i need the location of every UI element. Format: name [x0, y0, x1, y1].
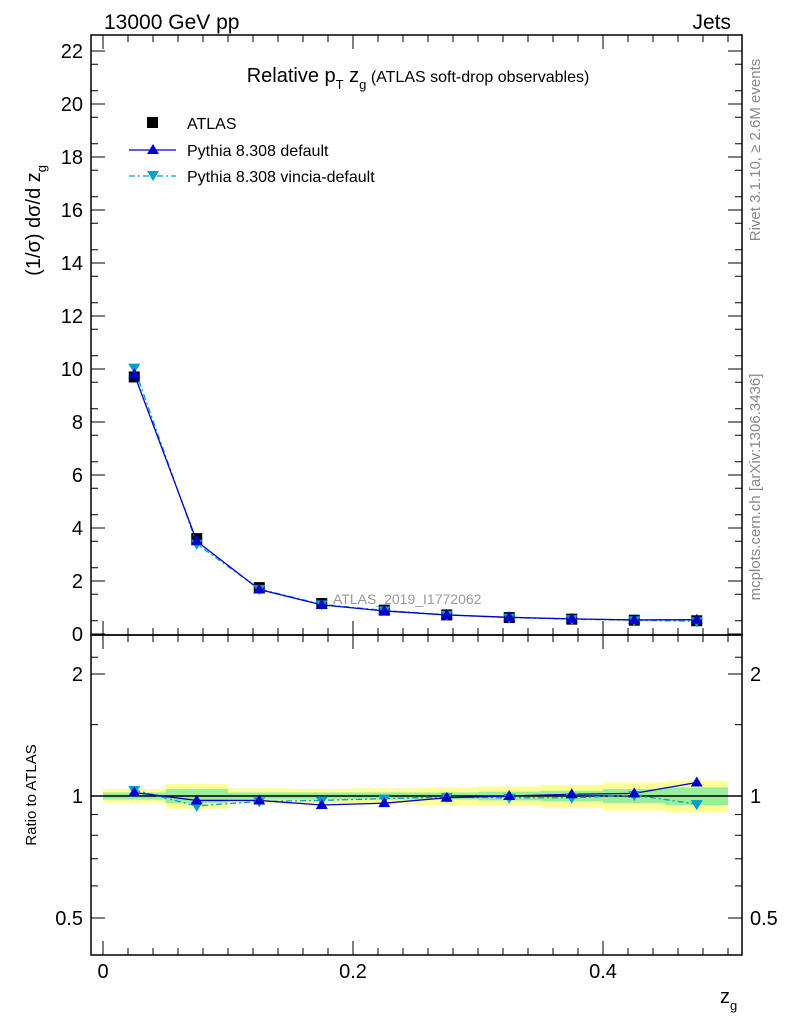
legend-label-pythia-vincia: Pythia 8.308 vincia-default: [187, 169, 375, 186]
pythia-default-point: [128, 368, 141, 379]
xtick-label: 0: [97, 961, 108, 983]
main-ylabel-text: (1/σ) dσ/d z: [23, 172, 45, 276]
xlabel-sub: g: [730, 998, 737, 1013]
header-right: Jets: [692, 11, 731, 34]
pythia-default-point: [565, 612, 578, 623]
ratio-ytick-label: 2: [72, 664, 83, 686]
ratio-ytick-label-right: 1: [750, 786, 761, 808]
main-ytick-label: 14: [61, 253, 83, 275]
ratio-vincia-point: [690, 800, 703, 811]
pythia-default-point: [315, 598, 328, 609]
pythia-default-point: [378, 604, 391, 615]
mcplots-label: mcplots.cern.ch [arXiv:1306.3436]: [747, 374, 764, 601]
pythia-default-point: [190, 535, 203, 546]
ratio-default-point: [253, 794, 266, 805]
title-sub-t: T: [336, 77, 344, 92]
xlabel-text: z: [720, 986, 730, 1008]
pythia-default-point: [253, 583, 266, 594]
main-ylabel: (1/σ) dσ/d zg: [23, 165, 49, 276]
legend: ATLAS Pythia 8.308 default Pythia 8.308 …: [129, 116, 375, 186]
main-ytick-label: 16: [61, 200, 83, 222]
xtick-label: 0.4: [589, 961, 617, 983]
ratio-default-point: [190, 794, 203, 805]
pythia-default-point: [628, 613, 641, 624]
ratio-default-point: [315, 799, 328, 810]
ratio-default-point: [628, 787, 641, 798]
legend-marker-pythia-default: [147, 144, 159, 154]
ratio-default-point: [565, 788, 578, 799]
ratio-default-point: [440, 791, 453, 802]
pythia-vincia-line: [133, 367, 697, 622]
ratio-ytick-label-right: 0.5: [750, 908, 778, 930]
ratio-frame: [90, 634, 743, 956]
ratio-default-point: [378, 797, 391, 808]
pythia-default-line: [133, 374, 697, 621]
main-ytick-label: 2: [72, 571, 83, 593]
ratio-default-point: [690, 776, 703, 787]
legend-label-pythia-default: Pythia 8.308 default: [187, 143, 329, 160]
header-left: 13000 GeV pp: [104, 11, 239, 34]
ratio-default-line: [134, 781, 697, 806]
ratio-ytick-label: 1: [72, 786, 83, 808]
ratio-default-point: [503, 790, 516, 800]
title-pre: Relative p: [247, 65, 336, 87]
analysis-watermark: ATLAS_2019_I1772062: [333, 591, 482, 607]
main-ylabel-sub: g: [34, 165, 49, 172]
main-ytick-label: 4: [72, 518, 83, 540]
title-mid: z: [344, 65, 360, 87]
title-sub-g: g: [359, 77, 366, 92]
xlabel: zg: [720, 986, 737, 1013]
main-ytick-label: 18: [61, 147, 83, 169]
pythia-default-point: [440, 608, 453, 619]
plot-title: Relative pT zg (ATLAS soft-drop observab…: [247, 65, 590, 92]
main-ytick-label: 8: [72, 412, 83, 434]
title-post: (ATLAS soft-drop observables): [366, 69, 589, 86]
main-ytick-label: 12: [61, 306, 83, 328]
legend-marker-atlas: [147, 117, 158, 128]
ratio-ytick-label-right: 2: [750, 664, 761, 686]
rivet-label: Rivet 3.1.10, ≥ 2.6M events: [747, 59, 764, 242]
main-ytick-label: 10: [61, 359, 83, 381]
legend-marker-pythia-vincia: [147, 171, 159, 181]
legend-label-atlas: ATLAS: [187, 116, 237, 133]
main-ytick-label: 20: [61, 94, 83, 116]
ratio-ylabel: Ratio to ATLAS: [23, 744, 40, 845]
ratio-vincia-point: [190, 801, 203, 812]
pythia-default-point: [690, 613, 703, 624]
main-ytick-label: 6: [72, 465, 83, 487]
ratio-default-point: [128, 786, 141, 797]
main-ytick-label: 22: [61, 41, 83, 63]
main-ytick-label: 0: [72, 624, 83, 646]
ratio-ytick-label: 0.5: [55, 908, 83, 930]
pythia-default-point: [503, 611, 516, 622]
ratio-vincia-line: [134, 789, 697, 807]
xtick-label: 0.2: [339, 961, 367, 983]
